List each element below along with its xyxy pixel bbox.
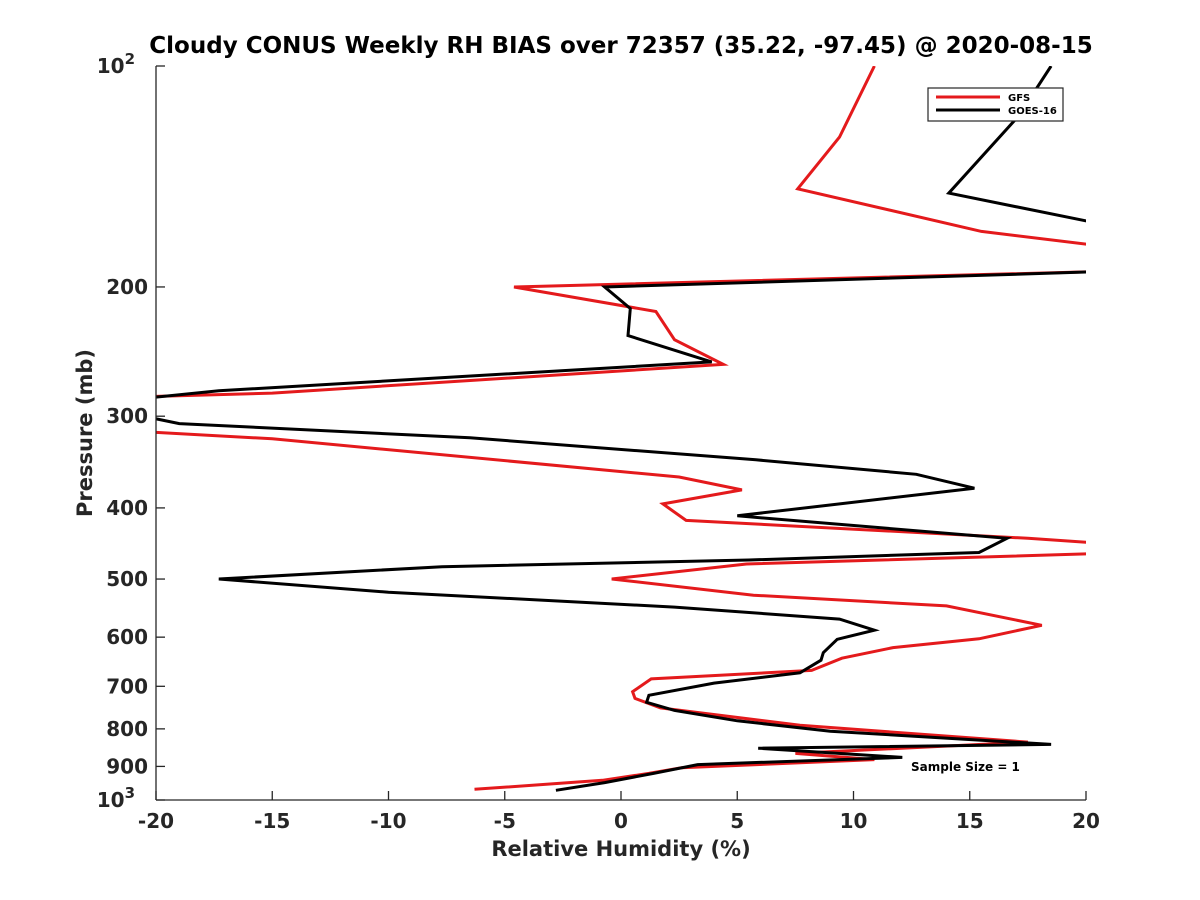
series-line-goes-16 bbox=[156, 66, 1086, 792]
y-tick-label: 500 bbox=[106, 567, 148, 591]
y-tick-label: 200 bbox=[106, 275, 148, 299]
y-tick-label: 800 bbox=[106, 717, 148, 741]
y-tick-label: 700 bbox=[106, 674, 148, 698]
y-axis-label: Pressure (mb) bbox=[73, 349, 97, 517]
x-tick-label: -5 bbox=[494, 809, 516, 833]
series-layer bbox=[156, 66, 1086, 792]
x-tick-label: -15 bbox=[254, 809, 290, 833]
legend-entry: GOES-16 bbox=[1008, 106, 1057, 117]
x-tick-label: 15 bbox=[956, 809, 984, 833]
y-tick-exponent: 3 bbox=[125, 784, 135, 802]
x-tick-label: 20 bbox=[1072, 809, 1100, 833]
x-tick-label: 0 bbox=[614, 809, 628, 833]
y-tick-exponent: 2 bbox=[125, 50, 135, 68]
x-tick-label: -10 bbox=[370, 809, 406, 833]
axes-layer: -20 -15 -10 -5 0 5 10 15 20 102 200 300 400 500 600 700… bbox=[97, 50, 1100, 833]
legend: GFS GOES-16 bbox=[927, 87, 1064, 122]
x-tick-label: 10 bbox=[840, 809, 868, 833]
x-axis-label: Relative Humidity (%) bbox=[491, 837, 750, 861]
x-tick-label: 5 bbox=[730, 809, 744, 833]
y-tick-label: 900 bbox=[106, 754, 148, 778]
y-tick-label: 400 bbox=[106, 496, 148, 520]
y-tick-label: 103 bbox=[97, 784, 135, 812]
y-tick-label: 300 bbox=[106, 404, 148, 428]
series-line-gfs bbox=[156, 66, 1086, 791]
legend-entry: GFS bbox=[1008, 93, 1030, 104]
sample-size-annotation: Sample Size = 1 bbox=[911, 760, 1020, 774]
y-tick-label: 600 bbox=[106, 625, 148, 649]
legend-box bbox=[927, 87, 1064, 122]
x-tick-label: -20 bbox=[138, 809, 174, 833]
chart-title: Cloudy CONUS Weekly RH BIAS over 72357 (… bbox=[149, 33, 1092, 59]
y-tick-label: 102 bbox=[97, 50, 135, 78]
